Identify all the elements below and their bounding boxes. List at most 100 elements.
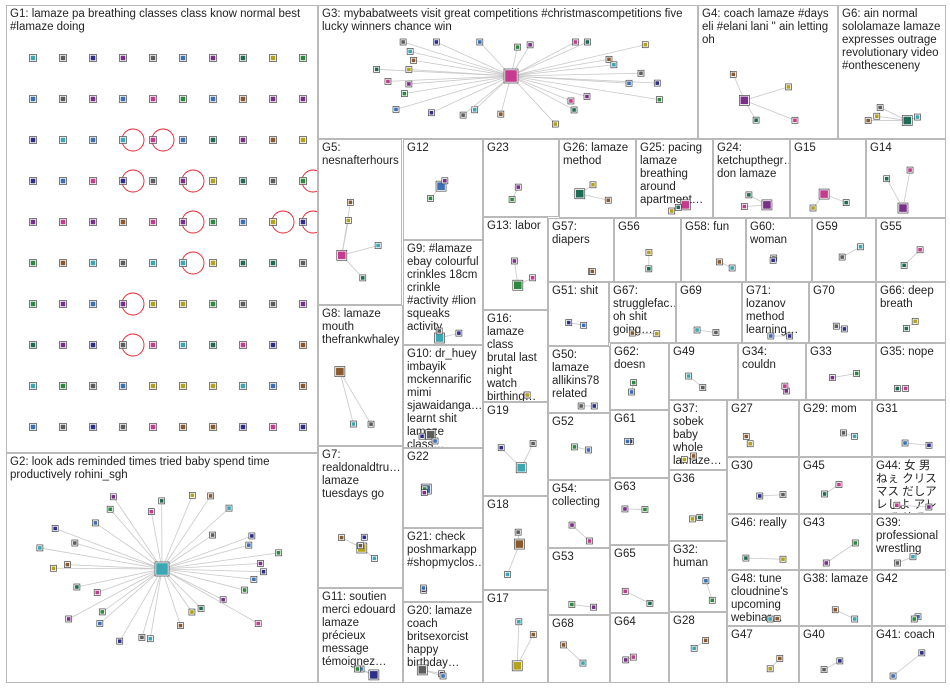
group-g56[interactable]: G56: [614, 218, 681, 282]
node[interactable]: [89, 54, 97, 62]
node[interactable]: [384, 78, 392, 85]
group-g44[interactable]: G44: 女 男 ねぇ クリスマス だしアレしよ アレって せで始…: [872, 457, 946, 514]
node[interactable]: [269, 300, 277, 308]
node[interactable]: [674, 203, 682, 211]
group-g50[interactable]: G50: lamaze allikins78 related: [548, 346, 610, 413]
node[interactable]: [239, 136, 247, 144]
node[interactable]: [410, 57, 417, 64]
node[interactable]: [119, 259, 127, 267]
node[interactable]: [918, 649, 926, 657]
node[interactable]: [656, 96, 663, 103]
group-g18[interactable]: G18: [483, 496, 548, 590]
node[interactable]: [851, 615, 859, 623]
node[interactable]: [89, 300, 97, 308]
node[interactable]: [708, 596, 716, 604]
node[interactable]: [696, 514, 704, 521]
node[interactable]: [809, 204, 817, 212]
group-g2[interactable]: G2: look ads reminded times tried baby s…: [6, 453, 318, 683]
node[interactable]: [177, 622, 184, 629]
group-g60[interactable]: G60: woman: [746, 218, 812, 282]
node[interactable]: [149, 136, 157, 144]
node[interactable]: [344, 217, 352, 224]
group-g65[interactable]: G65: [610, 545, 669, 613]
node[interactable]: [59, 423, 67, 431]
node[interactable]: [925, 441, 933, 449]
node[interactable]: [508, 196, 516, 203]
node[interactable]: [894, 559, 901, 567]
node[interactable]: [98, 608, 106, 616]
node[interactable]: [590, 402, 598, 410]
node[interactable]: [51, 525, 59, 532]
group-g52[interactable]: G52: [548, 413, 610, 480]
node[interactable]: [299, 95, 307, 103]
node[interactable]: [829, 374, 836, 381]
node[interactable]: [523, 391, 531, 399]
group-g17[interactable]: G17: [483, 590, 548, 683]
node[interactable]: [116, 637, 124, 645]
group-g45[interactable]: G45: [799, 457, 872, 514]
node[interactable]: [197, 605, 205, 612]
node[interactable]: [605, 55, 613, 63]
node[interactable]: [622, 656, 630, 664]
node[interactable]: [439, 672, 447, 680]
node[interactable]: [241, 586, 248, 594]
node[interactable]: [629, 653, 637, 661]
node[interactable]: [209, 218, 217, 226]
node[interactable]: [350, 420, 357, 428]
node[interactable]: [179, 95, 187, 103]
group-g24[interactable]: G24: ketchupthegr… don lamaze: [713, 139, 790, 218]
node[interactable]: [583, 93, 591, 100]
node[interactable]: [653, 330, 661, 338]
node[interactable]: [406, 48, 414, 55]
node[interactable]: [405, 66, 413, 73]
node[interactable]: [431, 437, 439, 445]
node[interactable]: [630, 379, 638, 386]
node[interactable]: [838, 253, 846, 261]
node[interactable]: [586, 537, 593, 545]
node[interactable]: [36, 544, 44, 552]
node[interactable]: [179, 341, 187, 349]
node[interactable]: [441, 177, 449, 185]
node[interactable]: [685, 372, 692, 380]
node[interactable]: [577, 402, 585, 410]
node[interactable]: [818, 188, 830, 200]
node[interactable]: [745, 191, 753, 199]
node[interactable]: [269, 54, 277, 62]
node[interactable]: [681, 456, 688, 463]
group-g11[interactable]: G11: soutien merci edouard lamaze précie…: [318, 588, 403, 683]
node[interactable]: [889, 672, 897, 680]
node[interactable]: [909, 553, 917, 561]
group-g38[interactable]: G38: lamaze: [799, 570, 872, 626]
group-g58[interactable]: G58: fun: [681, 218, 746, 282]
node[interactable]: [374, 242, 382, 249]
node[interactable]: [250, 576, 258, 583]
node[interactable]: [529, 440, 537, 447]
node[interactable]: [455, 329, 463, 337]
node[interactable]: [515, 462, 527, 474]
node[interactable]: [552, 120, 559, 128]
node[interactable]: [629, 329, 636, 337]
node[interactable]: [779, 491, 787, 498]
node[interactable]: [89, 177, 97, 185]
group-g25[interactable]: G25: pacing lamaze breathing around apar…: [636, 139, 713, 218]
group-g4[interactable]: G4: coach lamaze #days eli #elani lani "…: [698, 5, 838, 139]
group-g70[interactable]: G70: [809, 282, 876, 343]
node[interactable]: [392, 106, 400, 113]
group-g8[interactable]: G8: lamaze mouth thefrankwhaley: [318, 305, 403, 446]
group-g32[interactable]: G32: human: [669, 541, 727, 612]
node[interactable]: [371, 555, 378, 562]
node[interactable]: [207, 492, 214, 500]
group-g66[interactable]: G66: deep breath: [876, 282, 946, 343]
node[interactable]: [360, 533, 368, 541]
hub-node[interactable]: [503, 68, 519, 84]
node[interactable]: [29, 382, 37, 390]
node[interactable]: [29, 259, 37, 267]
node[interactable]: [568, 521, 576, 529]
hub-node[interactable]: [154, 561, 170, 577]
node[interactable]: [769, 256, 777, 264]
group-g67[interactable]: G67: strugglefac… oh shit going…: [609, 282, 676, 343]
node[interactable]: [269, 259, 277, 267]
node[interactable]: [367, 420, 375, 428]
node[interactable]: [699, 384, 707, 391]
node[interactable]: [571, 443, 578, 451]
